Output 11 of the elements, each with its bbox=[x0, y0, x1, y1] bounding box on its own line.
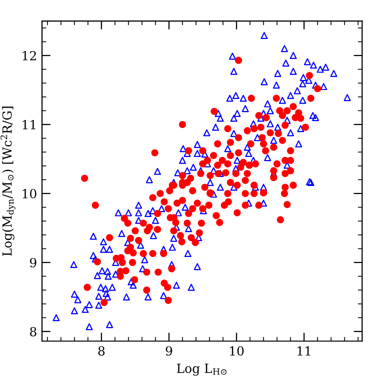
y-tick-label: 10 bbox=[22, 188, 36, 198]
x-tick-label: 8 bbox=[98, 346, 105, 356]
x-tick-label: 10 bbox=[230, 346, 244, 356]
x-tick-label: 11 bbox=[298, 346, 310, 356]
y-tick-label: 8 bbox=[30, 326, 36, 336]
y-tick-label: 12 bbox=[22, 50, 36, 60]
x-axis-title: Log L$_{H⊙}$ bbox=[176, 364, 227, 376]
x-tick-label: 9 bbox=[166, 346, 172, 356]
y-axis-title: Log(M$_{dyn}$/M$_{⊙}$) [Wc$^{2}$R/G] bbox=[0, 106, 16, 256]
y-tick-label: 11 bbox=[22, 120, 36, 130]
y-tick-label: 9 bbox=[30, 258, 36, 268]
